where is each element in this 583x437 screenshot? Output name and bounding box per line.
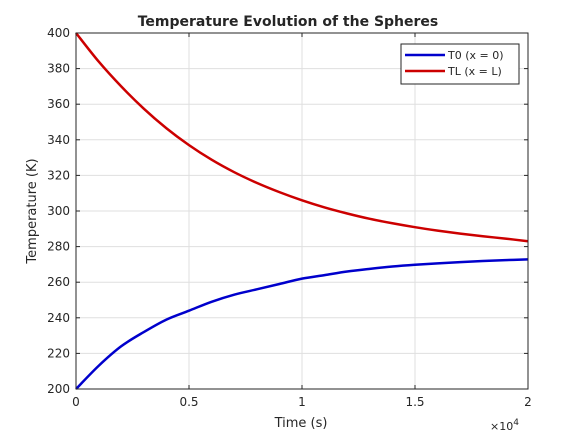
y-tick-label: 260 [47, 275, 70, 289]
x-axis-multiplier: ×104 [490, 418, 519, 433]
x-multiplier-exponent: 4 [513, 418, 519, 428]
legend-label: TL (x = L) [447, 65, 502, 78]
y-tick-label: 200 [47, 382, 70, 396]
legend: T0 (x = 0) TL (x = L) [400, 43, 520, 85]
x-tick-label: 1.5 [405, 395, 424, 409]
y-tick-label: 280 [47, 240, 70, 254]
y-tick-label: 400 [47, 26, 70, 40]
chart-title: Temperature Evolution of the Spheres [138, 14, 439, 30]
y-tick-label: 300 [47, 204, 70, 218]
x-tick-label: 2 [524, 395, 532, 409]
y-axis-label: Temperature (K) [25, 158, 40, 264]
y-tick-label: 380 [47, 62, 70, 76]
x-multiplier-base: ×10 [490, 420, 513, 433]
y-tick-label: 240 [47, 311, 70, 325]
series-lines [75, 32, 529, 390]
y-tick-label: 320 [47, 168, 70, 182]
y-tick-label: 360 [47, 97, 70, 111]
series-line-1 [75, 32, 529, 243]
x-tick-label: 1 [298, 395, 306, 409]
y-tick-label: 220 [47, 346, 70, 360]
x-tick-label: 0 [72, 395, 80, 409]
legend-label: T0 (x = 0) [447, 49, 504, 62]
ticks: 0 0.5 1 1.5 2 200 220 240 260 280 300 320 340 360 380 4… [47, 26, 532, 409]
series-line-0 [75, 258, 529, 390]
x-axis-label: Time (s) [274, 416, 328, 431]
y-tick-label: 340 [47, 133, 70, 147]
x-tick-label: 0.5 [179, 395, 198, 409]
legend-box [400, 43, 520, 85]
